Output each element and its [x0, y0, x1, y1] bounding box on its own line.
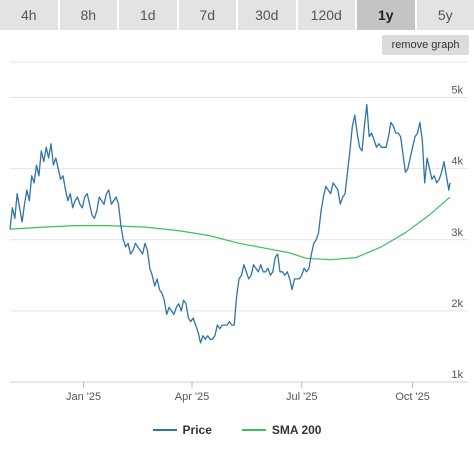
- tab-1d[interactable]: 1d: [119, 0, 179, 30]
- tab-7d[interactable]: 7d: [179, 0, 238, 30]
- remove-graph-button[interactable]: remove graph: [382, 35, 469, 55]
- legend-item-price[interactable]: Price: [152, 423, 212, 437]
- legend-price-swatch: [152, 429, 177, 431]
- tab-30d[interactable]: 30d: [238, 0, 298, 30]
- x-tick-label: Jul '25: [286, 391, 317, 403]
- chart-legend: Price SMA 200: [0, 418, 474, 442]
- legend-price-label: Price: [182, 423, 212, 437]
- tab-8h[interactable]: 8h: [60, 0, 119, 30]
- tab-1y[interactable]: 1y: [357, 0, 417, 30]
- x-tick-label: Apr '25: [175, 391, 210, 403]
- y-tick-label: 5k: [451, 85, 463, 97]
- legend-item-sma[interactable]: SMA 200: [241, 423, 322, 437]
- y-tick-label: 3k: [451, 227, 463, 239]
- tab-120d[interactable]: 120d: [298, 0, 357, 30]
- price-chart: 1k 2k 3k 4k 5k Jan '25 Apr '25 Jul '25 Oct '25: [9, 61, 468, 403]
- tab-5y[interactable]: 5y: [437, 7, 453, 23]
- y-tick-label: 1k: [451, 369, 463, 381]
- price-series-line: [9, 104, 451, 344]
- x-tick-label: Jan '25: [66, 391, 101, 403]
- timeframe-tabs: 4h 8h 1d 7d 30d 120d 1y 5y: [0, 0, 474, 30]
- sma-series-line: [9, 196, 451, 261]
- tab-4h[interactable]: 4h: [0, 0, 60, 30]
- legend-sma-label: SMA 200: [271, 423, 322, 437]
- y-tick-label: 4k: [451, 156, 463, 168]
- y-tick-label: 2k: [451, 298, 463, 310]
- legend-sma-swatch: [241, 429, 266, 431]
- x-tick-label: Oct '25: [395, 391, 430, 403]
